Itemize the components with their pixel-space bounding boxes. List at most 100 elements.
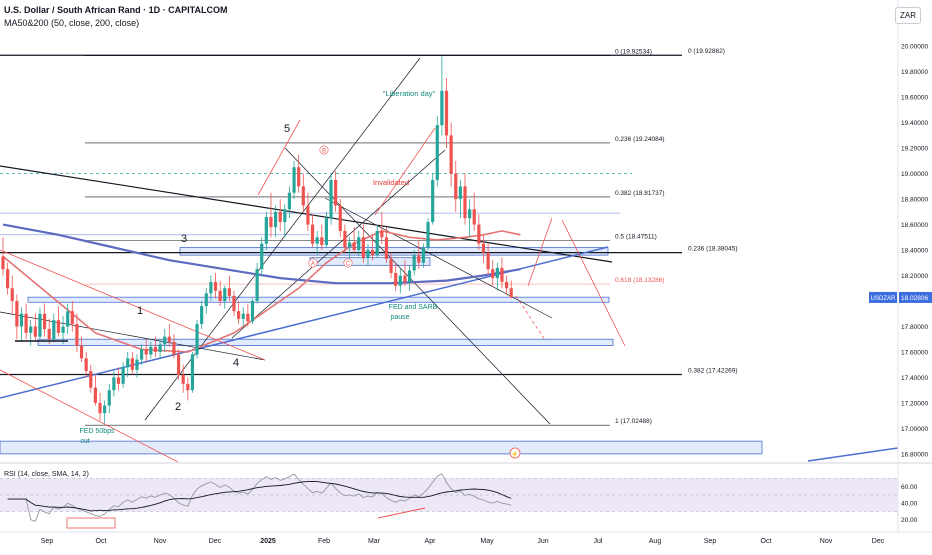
- candle-body: [371, 250, 375, 256]
- support-zone: [179, 247, 609, 256]
- candle-body: [66, 311, 70, 327]
- symbol-tag-label: USDZAR: [871, 296, 896, 302]
- candle-body: [140, 349, 144, 360]
- rsi-tick-label: 60.00: [901, 484, 918, 491]
- candle-body: [93, 387, 97, 403]
- candle-body: [458, 186, 462, 200]
- month-label: May: [480, 538, 494, 545]
- annotation-invalidated: Invalidated: [373, 178, 409, 187]
- candle-body: [200, 306, 204, 324]
- annotation-liberation-day: "Liberation day": [383, 89, 436, 98]
- candle-body: [329, 179, 333, 219]
- candle-body: [167, 336, 171, 342]
- rsi-title: RSI (14, close, SMA, 14, 2): [4, 471, 89, 478]
- candle-body: [112, 377, 116, 391]
- price-tick-label: 17.00000: [901, 426, 928, 433]
- event-icon-glyph: ⚡: [511, 450, 518, 458]
- candle-body: [495, 267, 499, 279]
- trendline: [0, 249, 266, 361]
- candle-body: [504, 281, 509, 289]
- candle-body: [250, 301, 255, 322]
- candle-body: [287, 192, 292, 210]
- month-label: Jul: [594, 538, 603, 545]
- candle-body: [454, 173, 458, 200]
- event-icon: [509, 447, 521, 459]
- candle-body: [29, 326, 33, 333]
- candle-body: [394, 272, 398, 286]
- wave-label: 1: [137, 305, 143, 317]
- candle-body: [431, 179, 435, 223]
- month-label: Nov: [154, 538, 167, 545]
- price-tick-label: 17.60000: [901, 349, 928, 356]
- price-tick-label: 20.00000: [901, 44, 928, 51]
- price-tick-label: 19.00000: [901, 171, 928, 178]
- candle-body: [158, 344, 162, 352]
- candle-body: [260, 243, 264, 270]
- candle-body: [19, 313, 24, 327]
- candle-body: [375, 230, 379, 256]
- price-tick-label: 19.20000: [901, 146, 928, 153]
- symbol-tag: [869, 291, 897, 303]
- ma50-line: [2, 230, 521, 353]
- candle-body: [1, 256, 5, 270]
- month-label: Aug: [649, 538, 662, 545]
- rsi-tick-label: 20.00: [901, 517, 918, 524]
- month-label: Sep: [704, 538, 717, 545]
- candle-body: [477, 224, 481, 244]
- rsi-tick-label: 40.00: [901, 501, 918, 508]
- month-label: Apr: [425, 538, 437, 545]
- fib-level-label: 0 (19.92534): [615, 49, 652, 56]
- candle-body: [6, 269, 10, 289]
- candle-body: [241, 313, 245, 319]
- candle-body: [176, 354, 181, 375]
- last-price-label: 18.02806: [901, 295, 928, 302]
- corrective-label: B: [322, 148, 326, 154]
- month-label: Dec: [209, 538, 222, 545]
- price-tick-label: 16.80000: [901, 451, 928, 458]
- candle-body: [440, 90, 444, 126]
- candle-body: [421, 247, 426, 263]
- corrective-marker: [308, 258, 318, 268]
- candle-body: [24, 313, 28, 333]
- candle-body: [338, 205, 342, 231]
- candle-body: [384, 237, 389, 259]
- candle-body: [273, 211, 278, 228]
- support-zone: [37, 338, 614, 347]
- candle-body: [306, 205, 310, 225]
- candle-body: [186, 383, 190, 391]
- month-label: Oct: [96, 538, 107, 545]
- candle-body: [70, 311, 74, 324]
- annotation-fed-cut: FED 50bps: [79, 428, 115, 435]
- candle-body: [472, 209, 476, 225]
- candle-body: [366, 250, 370, 258]
- candle-body: [426, 222, 430, 248]
- candle-body: [135, 359, 139, 370]
- candle-body: [398, 275, 402, 286]
- annotation-fed-sarb: FED and SARB: [389, 304, 438, 311]
- wave-label: 3: [181, 233, 187, 245]
- trendline: [807, 447, 898, 462]
- candle-body: [297, 167, 301, 187]
- trendline: [0, 369, 179, 462]
- candle-body: [292, 167, 296, 193]
- candle-body: [75, 323, 79, 346]
- candle-body: [190, 354, 195, 391]
- fib-level-label: 0.5 (18.47511): [615, 233, 657, 240]
- candle-body: [33, 326, 37, 337]
- candle-body: [435, 125, 439, 180]
- corrective-marker: [319, 145, 329, 155]
- price-pane: 1 2 3 4 5 A B C "Liberation day" Invalidated FED a…: [0, 54, 898, 462]
- candle-body: [163, 336, 167, 345]
- fib-level-label: 0.618 (18.13286): [615, 277, 665, 284]
- trendline: [324, 197, 553, 319]
- candle-body: [283, 209, 287, 223]
- candle-body: [481, 243, 486, 253]
- candle-body: [56, 320, 61, 333]
- currency-button[interactable]: ZAR: [895, 7, 921, 24]
- candle-body: [380, 230, 384, 238]
- indicator-legend: MA50&200 (50, close, 200, close): [4, 18, 140, 28]
- candle-body: [463, 186, 467, 219]
- trendline: [231, 149, 446, 339]
- fib-long-label: 0.236 (18.38045): [688, 246, 738, 253]
